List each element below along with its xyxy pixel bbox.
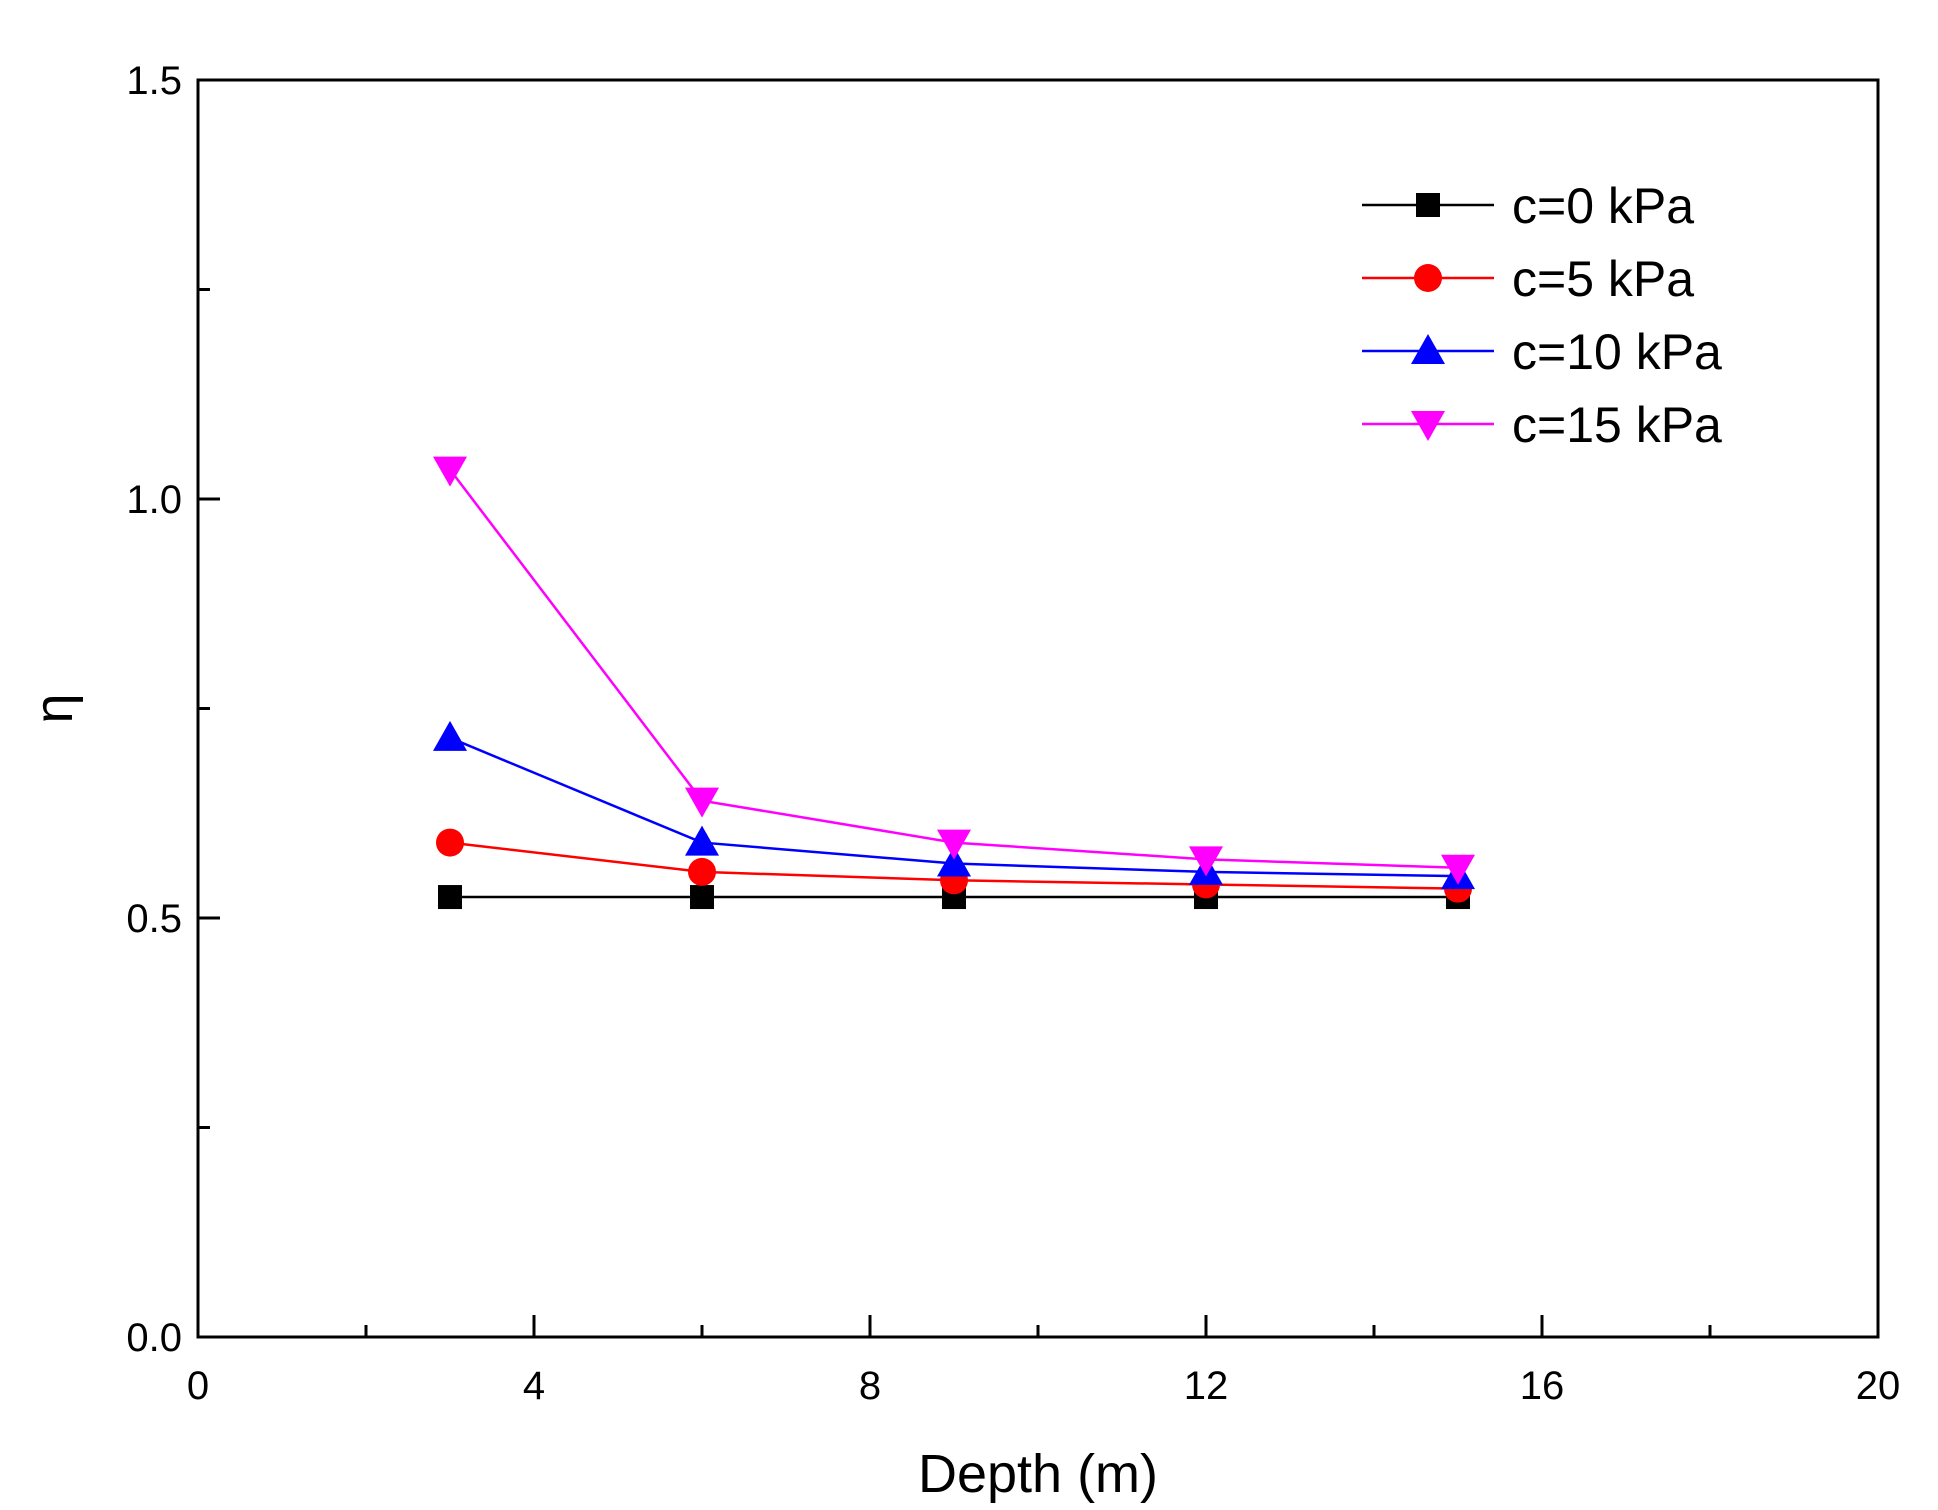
x-tick-label: 12: [1184, 1364, 1229, 1408]
y-tick-label: 0.0: [126, 1316, 182, 1360]
data-point-s0-p0: [438, 885, 462, 910]
x-tick-label: 4: [523, 1364, 545, 1408]
legend-label-2: c=10 kPa: [1512, 324, 1722, 380]
data-point-s2-p2: [937, 846, 971, 877]
x-tick-label: 16: [1520, 1364, 1565, 1408]
data-point-s2-p0: [433, 720, 467, 751]
data-point-s3-p2: [937, 829, 971, 860]
series-line-3: [449, 468, 1459, 869]
y-tick-label: 1.5: [126, 59, 182, 103]
legend-marker-1: [1414, 264, 1442, 292]
data-point-s3-p0: [433, 456, 467, 487]
axes: 0 4 8 12 16 20 0.0 0.5 1.0 1.5 Depth (m) η: [24, 59, 1900, 1504]
y-axis-label: η: [24, 693, 84, 723]
x-tick-label: 8: [859, 1364, 881, 1408]
data-point-s3-p3: [1189, 846, 1223, 877]
data-point-s3-p1: [685, 787, 719, 818]
x-tick-label: 20: [1856, 1364, 1901, 1408]
legend-label-1: c=5 kPa: [1512, 251, 1694, 307]
plot-area: [433, 456, 1475, 910]
legend-marker-2: [1411, 334, 1445, 364]
data-point-s2-p1: [685, 825, 719, 856]
legend-marker-3: [1411, 411, 1445, 441]
x-axis-label: Depth (m): [918, 1444, 1158, 1504]
legend-marker-0: [1416, 193, 1440, 217]
x-tick-label: 0: [187, 1364, 209, 1408]
data-point-s1-p0: [436, 828, 464, 857]
data-point-s0-p1: [690, 885, 714, 910]
y-tick-label: 0.5: [126, 897, 182, 941]
legend: c=0 kPa c=5 kPa c=10 kPa c=15 kPa: [1362, 178, 1722, 453]
y-tick-label: 1.0: [126, 478, 182, 522]
legend-label-0: c=0 kPa: [1512, 178, 1694, 234]
data-point-s1-p1: [688, 857, 716, 886]
data-point-s3-p4: [1441, 854, 1475, 885]
legend-label-3: c=15 kPa: [1512, 397, 1722, 453]
